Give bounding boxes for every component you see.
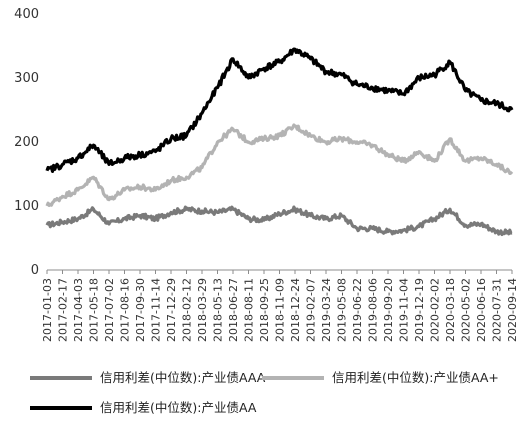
legend-label-1: 信用利差(中位数):产业债AA+ bbox=[332, 370, 499, 385]
x-tick-label: 2020-02-02 bbox=[429, 278, 442, 342]
x-tick-label: 2019-09-20 bbox=[382, 278, 395, 342]
x-tick-label: 2017-09-30 bbox=[134, 278, 147, 342]
x-tick-label: 2017-07-02 bbox=[103, 278, 116, 342]
y-tick-label: 100 bbox=[14, 199, 39, 214]
x-tick-label: 2020-09-14 bbox=[506, 278, 519, 342]
y-tick-label: 400 bbox=[14, 7, 39, 22]
y-tick-label: 0 bbox=[31, 263, 39, 278]
x-tick-label: 2017-11-14 bbox=[150, 278, 163, 342]
x-tick-label: 2019-05-08 bbox=[336, 278, 349, 342]
y-tick-label: 300 bbox=[14, 71, 39, 86]
x-tick-label: 2019-08-06 bbox=[367, 278, 380, 342]
series-line-0 bbox=[45, 205, 513, 237]
x-tick-label: 2018-02-12 bbox=[181, 278, 194, 342]
series-lines bbox=[45, 47, 514, 237]
x-tick-label: 2017-04-03 bbox=[72, 278, 85, 342]
x-tick-label: 2020-07-31 bbox=[491, 278, 504, 342]
x-tick-label: 2019-12-19 bbox=[413, 278, 426, 342]
x-tick-label: 2018-09-25 bbox=[258, 278, 271, 342]
x-tick-label: 2018-03-29 bbox=[196, 278, 209, 342]
x-tick-label: 2017-08-16 bbox=[119, 278, 132, 342]
y-axis: 0 100 200 300 400 bbox=[14, 7, 39, 278]
x-tick-label: 2020-06-16 bbox=[475, 278, 488, 342]
legend: 信用利差(中位数):产业债AAA 信用利差(中位数):产业债AA+ 信用利差(中位数… bbox=[30, 370, 499, 415]
x-tick-label: 2017-01-03 bbox=[41, 278, 54, 342]
x-tick-label: 2019-06-22 bbox=[351, 278, 364, 342]
x-tick-label: 2017-02-17 bbox=[57, 278, 70, 342]
x-tick-label: 2018-06-27 bbox=[227, 278, 240, 342]
x-tick-label: 2019-03-24 bbox=[320, 278, 333, 342]
x-tick-label: 2018-08-11 bbox=[243, 278, 256, 342]
x-tick-label: 2020-05-02 bbox=[460, 278, 473, 342]
x-tick-label: 2020-03-18 bbox=[444, 278, 457, 342]
legend-label-2: 信用利差(中位数):产业债AA bbox=[100, 400, 257, 415]
x-axis: 2017-01-03 2017-02-17 2017-04-03 2017-05-18… bbox=[41, 269, 519, 342]
x-tick-label: 2018-12-24 bbox=[289, 278, 302, 342]
series-line-2 bbox=[45, 47, 514, 173]
x-tick-label: 2018-05-13 bbox=[212, 278, 225, 342]
legend-label-0: 信用利差(中位数):产业债AAA bbox=[100, 370, 266, 385]
x-tick-label: 2017-05-18 bbox=[88, 278, 101, 342]
x-tick-label: 2019-02-07 bbox=[305, 278, 318, 342]
x-tick-label: 2019-11-04 bbox=[398, 278, 411, 342]
x-tick-label: 2017-12-29 bbox=[165, 278, 178, 342]
y-tick-label: 200 bbox=[14, 135, 39, 150]
series-line-1 bbox=[45, 123, 514, 207]
x-tick-label: 2018-11-09 bbox=[274, 278, 287, 342]
